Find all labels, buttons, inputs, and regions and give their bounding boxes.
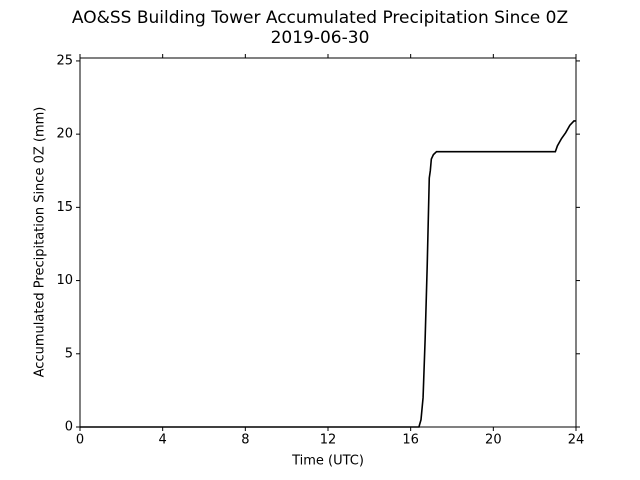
y-tick-label: 20 (56, 127, 73, 142)
x-tick-label: 20 (485, 433, 502, 448)
x-tick-label: 8 (241, 433, 249, 448)
chart-subtitle: 2019-06-30 (271, 28, 370, 48)
line (80, 120, 576, 428)
x-tick-label: 24 (568, 433, 585, 448)
x-axis-label: Time (UTC) (291, 454, 364, 469)
x-tick-label: 0 (76, 433, 84, 448)
y-tick-label: 15 (56, 200, 73, 215)
y-axis-label: Accumulated Precipitation Since 0Z (mm) (33, 107, 48, 378)
x-tick-label: 12 (320, 433, 337, 448)
plot-frame (79, 57, 577, 428)
x-tick-label: 4 (159, 433, 167, 448)
y-tick-label: 5 (65, 346, 73, 361)
x-tick-label: 16 (402, 433, 419, 448)
y-tick-label: 10 (56, 273, 73, 288)
y-tick-label: 25 (56, 53, 73, 68)
chart-title: AO&SS Building Tower Accumulated Precipi… (72, 8, 568, 28)
y-tick-label: 0 (65, 420, 73, 435)
